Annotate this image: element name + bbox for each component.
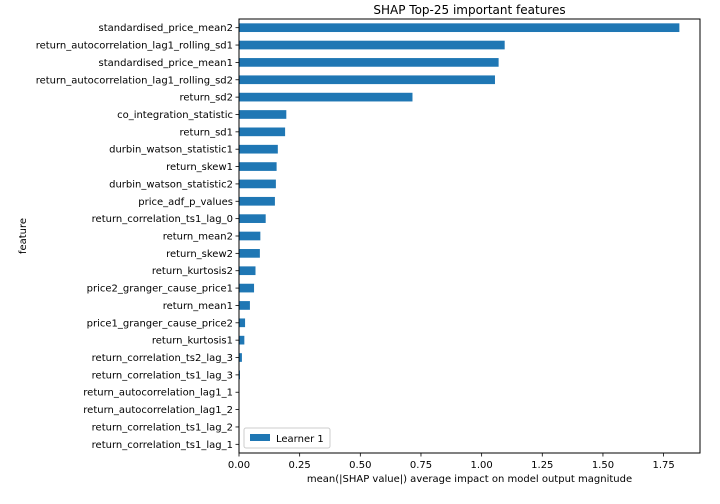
bar-durbin_watson_statistic1 (239, 144, 278, 154)
bars-group (239, 23, 680, 449)
x-tick-label: 0.75 (410, 460, 432, 471)
y-tick-label: return_correlation_ts1_lag_0 (92, 214, 233, 225)
bar-return_kurtosis1 (239, 335, 245, 345)
y-axis-title: feature (18, 218, 29, 254)
y-tick-label: return_correlation_ts2_lag_3 (92, 353, 233, 364)
bar-standardised_price_mean1 (239, 58, 499, 67)
bar-return_autocorrelation_lag1_rolling_sd1 (239, 40, 505, 50)
x-tick-label: 1.50 (592, 460, 614, 471)
legend-label: Learner 1 (276, 434, 324, 445)
y-tick-labels: standardised_price_mean2 return_autocorre… (36, 23, 239, 451)
y-tick-label: return_correlation_ts1_lag_2 (92, 422, 233, 433)
y-tick-label: price_adf_p_values (138, 197, 233, 208)
y-tick-label: return_kurtosis2 (152, 266, 233, 277)
y-tick-label: durbin_watson_statistic1 (109, 145, 233, 156)
y-tick-label: return_correlation_ts1_lag_1 (92, 440, 233, 451)
x-tick-label: 0.50 (349, 460, 371, 471)
bar-price_adf_p_values (239, 196, 275, 206)
bar-return_correlation_ts2_lag_3 (239, 353, 242, 362)
x-tick-label: 0.25 (289, 460, 311, 471)
bar-return_mean2 (239, 231, 261, 241)
bar-standardised_price_mean2 (239, 23, 680, 33)
bar-return_sd2 (239, 92, 413, 102)
y-tick-label: return_sd1 (180, 127, 234, 138)
chart-title: SHAP Top-25 important features (373, 3, 565, 17)
bar-return_mean1 (239, 301, 250, 310)
x-tick-label: 0.00 (228, 460, 250, 471)
bar-return_autocorrelation_lag1_rolling_sd2 (239, 75, 495, 85)
bar-price1_granger_cause_price2 (239, 318, 246, 328)
y-tick-label: return_sd2 (180, 93, 234, 104)
y-tick-label: return_skew1 (166, 162, 233, 173)
bar-co_integration_statistic (239, 110, 287, 119)
bar-return_sd1 (239, 127, 286, 137)
y-tick-label: return_autocorrelation_lag1_rolling_sd2 (36, 75, 233, 86)
legend-box (243, 427, 331, 449)
y-tick-label: return_autocorrelation_lag1_rolling_sd1 (36, 41, 233, 52)
bar-price2_granger_cause_price1 (239, 283, 255, 293)
y-tick-label: return_autocorrelation_lag1_1 (83, 388, 233, 399)
y-tick-label: return_autocorrelation_lag1_2 (83, 405, 233, 416)
y-tick-label: return_mean2 (163, 232, 233, 243)
y-tick-label: return_correlation_ts1_lag_3 (92, 370, 233, 381)
x-tick-label: 1.25 (531, 460, 553, 471)
y-tick-label: standardised_price_mean2 (99, 23, 233, 34)
y-tick-label: return_kurtosis1 (152, 336, 233, 347)
bar-return_skew2 (239, 249, 260, 258)
x-tick-label: 1.75 (652, 460, 674, 471)
y-tick-label: return_skew2 (166, 249, 233, 260)
y-tick-label: return_mean1 (163, 301, 233, 312)
y-tick-label: price1_granger_cause_price2 (87, 318, 233, 329)
bar-return_correlation_ts1_lag_0 (239, 214, 266, 223)
bar-return_skew1 (239, 162, 277, 171)
legend: Learner 1 (243, 427, 331, 449)
y-tick-label: co_integration_statistic (117, 110, 233, 121)
y-tick-label: standardised_price_mean1 (99, 58, 233, 69)
y-tick-label: durbin_watson_statistic2 (109, 179, 233, 190)
legend-swatch (250, 434, 270, 441)
x-axis-title: mean(|SHAP value|) average impact on mod… (307, 474, 632, 485)
x-tick-labels: 0.00 0.25 0.50 0.75 1.00 1.25 1.50 1.75 (228, 453, 675, 471)
plot-frame (238, 18, 701, 454)
y-tick-label: price2_granger_cause_price1 (87, 284, 233, 295)
x-tick-label: 1.00 (470, 460, 492, 471)
bar-durbin_watson_statistic2 (239, 179, 276, 189)
bar-return_kurtosis2 (239, 266, 256, 276)
